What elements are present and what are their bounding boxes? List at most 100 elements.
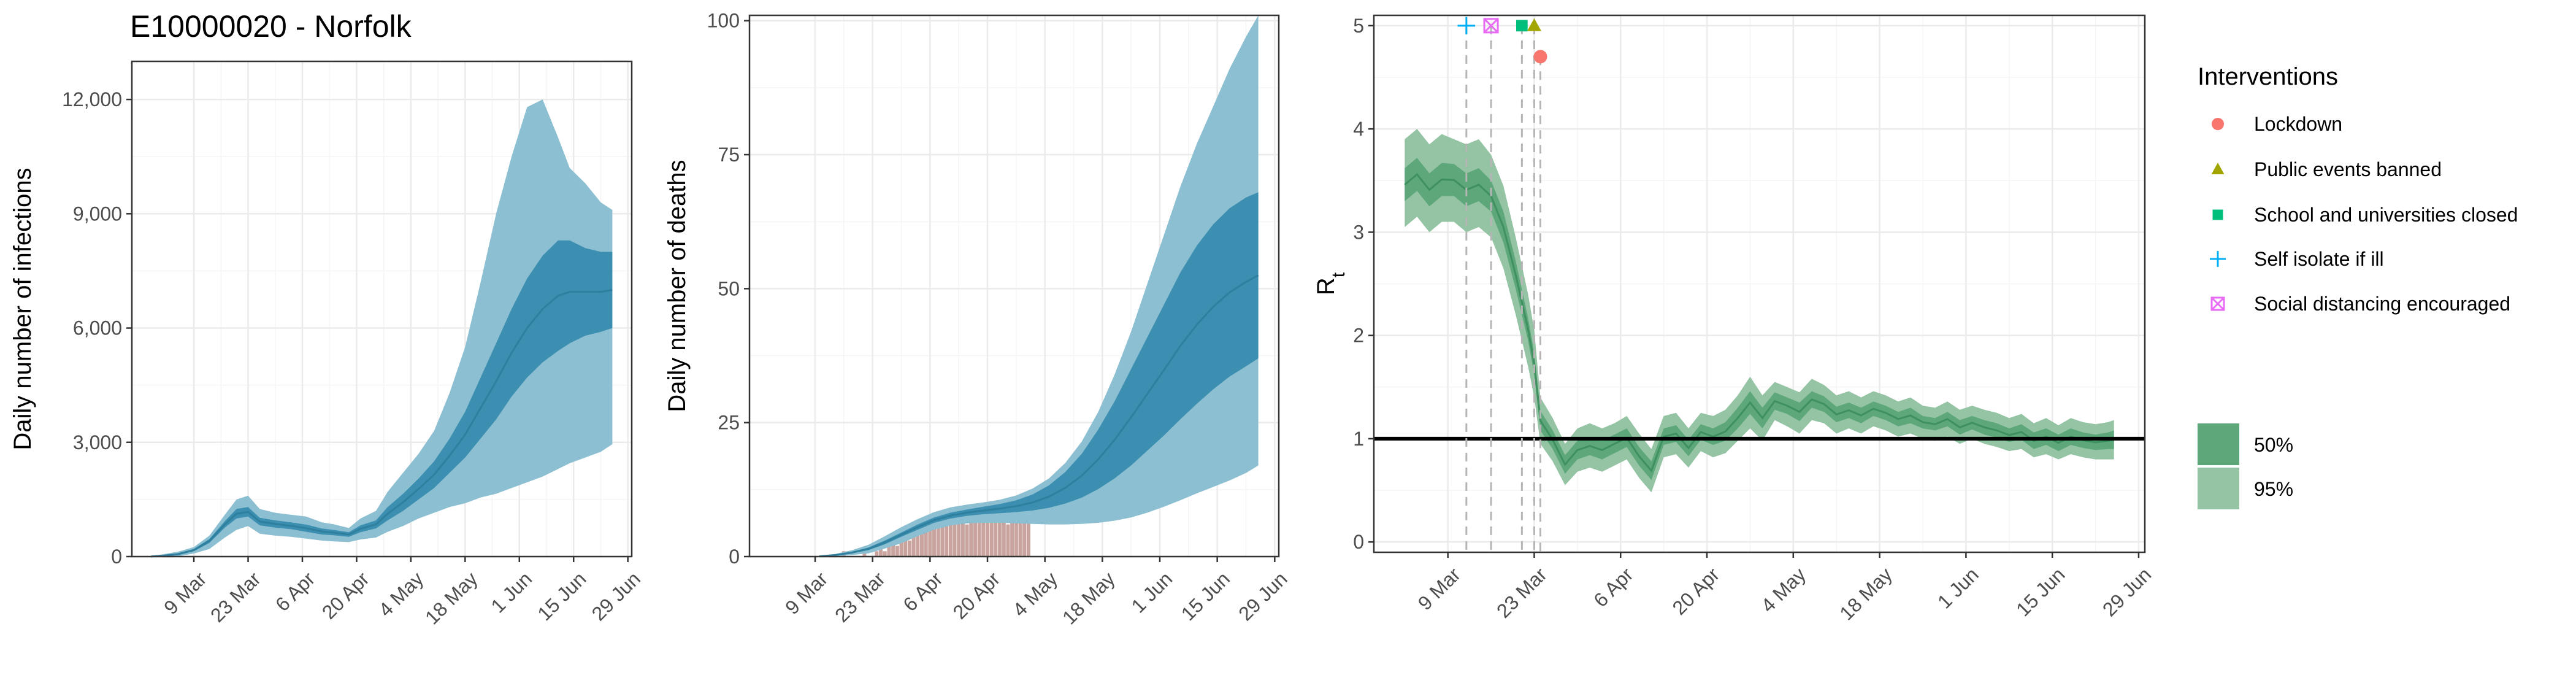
- legend-key: [2210, 296, 2225, 311]
- x-tick-label: 9 Mar: [781, 568, 832, 619]
- panel-border: [131, 60, 633, 558]
- legend-label: Public events banned: [2254, 158, 2442, 180]
- x-tick-label: 15 Jun: [533, 568, 590, 625]
- x-tick-label: 6 Apr: [1589, 563, 1638, 612]
- x-tick-label: 23 Mar: [1492, 563, 1551, 622]
- legend-item: Public events banned: [2211, 158, 2442, 180]
- intervention-marker: [1527, 18, 1542, 31]
- y-tick-label: 0: [111, 546, 122, 568]
- legend-key-d2: [2210, 296, 2225, 311]
- intervention-marker: [1483, 18, 1499, 34]
- y-tick-label: 12,000: [62, 88, 122, 110]
- legend-band-label: 95%: [2254, 478, 2293, 500]
- death-bar: [862, 551, 867, 557]
- legend-item: School and universities closed: [2212, 204, 2518, 226]
- y-tick-label: 2: [1353, 325, 1364, 347]
- y-tick-label: 50: [718, 277, 740, 299]
- death-bar: [973, 508, 977, 557]
- legend-key: [2212, 209, 2223, 220]
- x-tick-label: 1 Jun: [1127, 568, 1177, 617]
- x-tick-label: 20 Apr: [318, 568, 374, 623]
- legend-key-box: [2210, 296, 2225, 311]
- death-bar: [879, 546, 883, 557]
- death-bar: [969, 519, 973, 557]
- y-tick-label: 1: [1353, 428, 1364, 450]
- death-bar: [945, 524, 949, 557]
- legend-key: [2212, 118, 2224, 130]
- x-tick-label: 29 Jun: [1234, 568, 1291, 625]
- legend-label: School and universities closed: [2254, 204, 2518, 226]
- intervention-marker-box: [1483, 18, 1499, 34]
- legend-band-label: 50%: [2254, 434, 2293, 456]
- death-bar: [986, 514, 990, 557]
- legend-label: Lockdown: [2254, 113, 2342, 135]
- intervention-marker: [1516, 20, 1528, 32]
- panel-border: [748, 14, 1280, 558]
- median-line: [819, 274, 1259, 558]
- death-bar: [1006, 524, 1010, 557]
- y-tick-label: 100: [707, 10, 740, 32]
- x-tick-label: 15 Jun: [2012, 563, 2069, 620]
- x-tick-label: 1 Jun: [1933, 563, 1983, 613]
- death-bar: [919, 524, 924, 557]
- y-tick-label: 0: [729, 546, 740, 568]
- death-bar: [1022, 519, 1027, 557]
- x-tick-label: 23 Mar: [830, 568, 889, 627]
- x-tick-label: 20 Apr: [1668, 563, 1724, 619]
- death-bar: [965, 524, 969, 557]
- x-tick-label: 9 Mar: [1414, 563, 1465, 615]
- page-title: E10000020 - Norfolk: [130, 9, 412, 44]
- legend-key: [2211, 163, 2225, 174]
- x-tick-label: 4 May: [1008, 568, 1062, 621]
- legend-label: Self isolate if ill: [2254, 248, 2384, 270]
- death-bar: [953, 519, 957, 557]
- x-tick-label: 6 Apr: [271, 568, 320, 616]
- x-tick-label: 23 Mar: [206, 568, 265, 627]
- intervention-marker-d2: [1484, 18, 1499, 33]
- x-tick-label: 1 Jun: [486, 568, 536, 617]
- y-tick-label: 25: [718, 412, 740, 434]
- intervention-marker: [1533, 50, 1547, 64]
- ribbon-50: [151, 240, 613, 557]
- y-axis-title: Rt: [1313, 272, 1349, 295]
- x-tick-label: 4 May: [374, 568, 427, 621]
- y-axis-title: Daily number of deaths: [664, 160, 691, 412]
- legend-item: Lockdown: [2212, 113, 2342, 135]
- death-bar: [981, 519, 986, 557]
- legend-item: Self isolate if ill: [2210, 248, 2384, 270]
- death-bar: [875, 551, 879, 557]
- death-bar: [948, 514, 953, 557]
- death-bar: [932, 524, 937, 557]
- ribbon-50: [819, 192, 1259, 557]
- death-bar: [977, 514, 981, 557]
- death-bar: [899, 540, 903, 557]
- x-tick-label: 29 Jun: [588, 568, 645, 625]
- death-bar: [1014, 519, 1018, 557]
- x-tick-label: 20 Apr: [948, 568, 1004, 623]
- legend-title: Interventions: [2198, 63, 2338, 90]
- x-tick-label: 29 Jun: [2098, 563, 2155, 620]
- death-bar: [883, 551, 887, 557]
- y-tick-label: 0: [1353, 531, 1364, 553]
- legend-band-key: [2198, 423, 2239, 465]
- death-bar: [989, 508, 994, 557]
- legend-band-key: [2198, 468, 2239, 509]
- median-line: [151, 289, 613, 558]
- death-bar: [957, 508, 961, 557]
- y-tick-label: 3: [1353, 221, 1364, 243]
- x-tick-label: 4 May: [1757, 563, 1810, 617]
- median-line: [1404, 172, 2114, 473]
- intervention-marker: [1457, 17, 1476, 35]
- death-bar: [1018, 514, 1022, 557]
- legend-item: Social distancing encouraged: [2210, 293, 2510, 315]
- y-tick-label: 75: [718, 144, 740, 166]
- legend-key: [2210, 251, 2226, 267]
- death-bar: [960, 514, 965, 557]
- y-tick-label: 4: [1353, 118, 1364, 140]
- death-bar: [1002, 508, 1006, 557]
- death-bar: [924, 530, 928, 557]
- x-tick-label: 18 May: [421, 568, 482, 629]
- legend: Interventions Lockdown Public events banne…: [2198, 63, 2518, 509]
